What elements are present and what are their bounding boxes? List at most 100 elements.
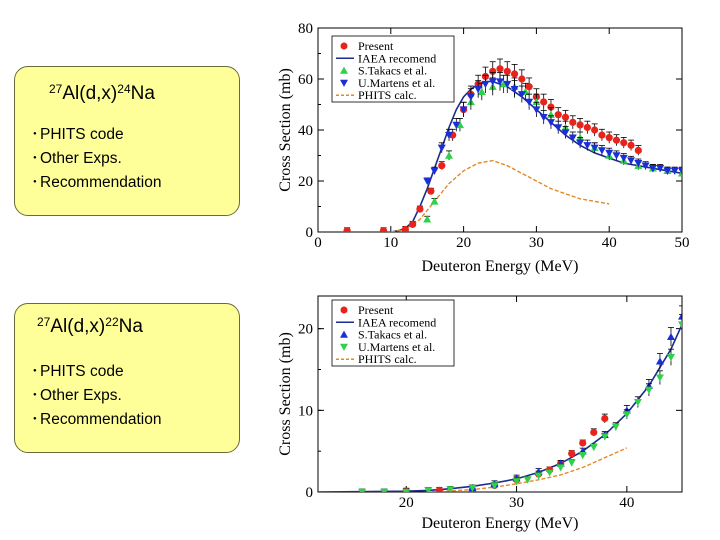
- u-martens-et-al-point: [619, 154, 628, 163]
- u-martens-et-al-point: [437, 144, 446, 152]
- u-martens-et-al-point: [545, 469, 554, 477]
- u-martens-et-al-point: [474, 86, 483, 94]
- u-martens-et-al-point: [576, 139, 585, 147]
- u-martens-et-al-point: [546, 119, 555, 127]
- plot-area: [317, 295, 683, 493]
- x-tick-label: 30: [509, 495, 524, 511]
- present-point: [379, 227, 388, 232]
- s-takacs-et-al-point: [423, 215, 432, 223]
- mass-number: 27: [49, 82, 63, 96]
- legend-label: IAEA recomend: [358, 51, 436, 65]
- s-takacs-et-al-point: [430, 197, 439, 205]
- u-martens-et-al-point: [627, 157, 636, 165]
- u-martens-et-al-point: [634, 159, 643, 168]
- u-martens-et-al-point: [554, 124, 563, 132]
- present-point: [343, 227, 351, 232]
- chart-1: 0 20 40 60 80 0 10 20 30 40 50 Deuteron Energy (MeV…: [277, 21, 690, 275]
- u-martens-et-al-point: [534, 472, 543, 480]
- y-tick-label: 0: [306, 485, 314, 501]
- u-martens-et-al-point: [446, 486, 455, 492]
- legend-marker: [340, 343, 348, 351]
- reaction-product: Na: [118, 316, 143, 337]
- legend-box: [331, 35, 455, 103]
- reaction-card-22na: 27Al(d,x)22Na ･PHITS code ･Other Exps. ･…: [14, 303, 240, 453]
- present-point: [561, 113, 570, 121]
- present-point: [547, 103, 555, 111]
- reaction-title-22na: 27Al(d,x)22Na: [37, 315, 143, 338]
- u-martens-et-al-point: [380, 488, 389, 492]
- legend-marker: [340, 42, 348, 50]
- present-point: [569, 118, 577, 126]
- method-list: ･PHITS code ･Other Exps. ･Recommendation: [31, 123, 161, 195]
- legend-label: U.Martens et al.: [358, 76, 435, 90]
- u-martens-et-al-point: [656, 165, 665, 173]
- present-point: [627, 141, 635, 149]
- reaction-target: Al(d,x): [50, 316, 106, 337]
- phits-curve: [390, 159, 610, 232]
- y-axis-label: Cross Section (mb): [277, 332, 294, 456]
- u-martens-et-al-point: [605, 149, 614, 157]
- phits-curve: [428, 447, 628, 492]
- u-martens-et-al-point: [670, 167, 679, 175]
- present-point: [620, 139, 628, 147]
- present-point: [554, 111, 562, 119]
- u-martens-et-al-point: [539, 114, 548, 122]
- mass-number: 27: [37, 315, 51, 329]
- product-mass-number: 22: [105, 315, 119, 329]
- present-point: [634, 146, 642, 154]
- legend-marker: [340, 79, 348, 87]
- u-martens-et-al-point: [641, 162, 650, 170]
- reaction-card-24na: 27Al(d,x)24Na ･PHITS code ･Other Exps. ･…: [14, 66, 240, 216]
- present-point: [510, 70, 519, 78]
- u-martens-et-al-point: [532, 106, 541, 114]
- present-point: [489, 67, 497, 75]
- s-takacs-et-al-point: [455, 120, 464, 129]
- u-martens-et-al-point: [452, 121, 461, 129]
- x-axis-label: Deuteron Energy (MeV): [422, 515, 579, 532]
- u-martens-et-al-point: [612, 152, 621, 160]
- legend-label: IAEA recomend: [358, 315, 436, 329]
- s-takacs-et-al-point: [666, 332, 675, 341]
- x-axis-label: Deuteron Energy (MeV): [422, 258, 579, 275]
- u-martens-et-al-point: [663, 167, 672, 175]
- u-martens-et-al-point: [655, 374, 664, 382]
- s-takacs-et-al-point: [445, 151, 454, 159]
- method-item: ･Other Exps.: [31, 150, 122, 167]
- present-point: [583, 123, 591, 132]
- u-martens-et-al-point: [556, 464, 565, 472]
- u-martens-et-al-point: [666, 354, 675, 362]
- method-item: ･PHITS code: [31, 126, 124, 143]
- product-mass-number: 24: [117, 82, 131, 96]
- present-point: [568, 450, 576, 458]
- x-tick-label: 50: [675, 235, 690, 251]
- u-martens-et-al-point: [503, 80, 512, 89]
- u-martens-et-al-point: [600, 433, 609, 441]
- u-martens-et-al-point: [525, 98, 534, 106]
- x-tick-label: 0: [314, 235, 322, 251]
- legend-label: PHITS calc.: [358, 352, 417, 366]
- u-martens-et-al-point: [424, 487, 433, 492]
- u-martens-et-al-point: [430, 167, 439, 175]
- legend-marker: [340, 66, 348, 74]
- u-martens-et-al-point: [512, 478, 521, 486]
- y-axis-label: Cross Section (mb): [277, 68, 294, 192]
- u-martens-et-al-point: [488, 78, 497, 86]
- y-tick-label: 40: [298, 123, 313, 139]
- u-martens-et-al-point: [633, 398, 642, 407]
- u-martens-et-al-point: [468, 484, 477, 492]
- present-point: [503, 67, 511, 75]
- legend-label: Present: [358, 39, 394, 53]
- reaction-product: Na: [130, 83, 155, 104]
- u-martens-et-al-point: [597, 147, 606, 155]
- method-item: ･Other Exps.: [31, 387, 122, 404]
- y-tick-label: 60: [298, 72, 313, 88]
- u-martens-et-al-point: [578, 452, 587, 460]
- present-point: [409, 220, 417, 228]
- present-point: [605, 134, 613, 142]
- present-point: [601, 414, 609, 423]
- legend-label: Present: [358, 303, 394, 317]
- x-tick-label: 40: [619, 495, 634, 511]
- present-point: [598, 131, 606, 139]
